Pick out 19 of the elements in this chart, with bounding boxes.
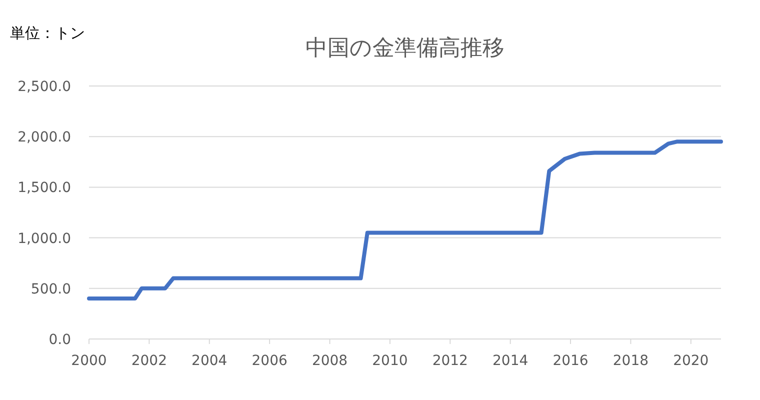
x-tick-label: 2012 <box>432 353 468 369</box>
y-tick-label: 500.0 <box>30 281 71 298</box>
y-tick-label: 1,500.0 <box>18 180 71 196</box>
title: 中国の金準備高推移 <box>306 36 504 61</box>
x-tick-label: 2018 <box>612 353 649 369</box>
y-tick-label: 1,000.0 <box>18 230 71 247</box>
annotation: 単位：トン <box>10 24 85 42</box>
y-tick-label: 2,000.0 <box>18 130 71 146</box>
x-tick-label: 2020 <box>673 353 709 369</box>
x-tick-label: 2004 <box>192 353 228 369</box>
x-tick-label: 2008 <box>312 353 348 369</box>
x-tick-label: 2014 <box>492 353 528 369</box>
y-tick-label: 2,500.0 <box>18 79 71 95</box>
x-tick-label: 2006 <box>252 353 288 369</box>
x-tick-label: 2000 <box>71 353 107 369</box>
y-tick-label: 0.0 <box>48 332 71 348</box>
x-tick-label: 2016 <box>552 353 588 369</box>
x-tick-label: 2010 <box>372 353 408 369</box>
x-tick-label: 2002 <box>131 353 168 369</box>
